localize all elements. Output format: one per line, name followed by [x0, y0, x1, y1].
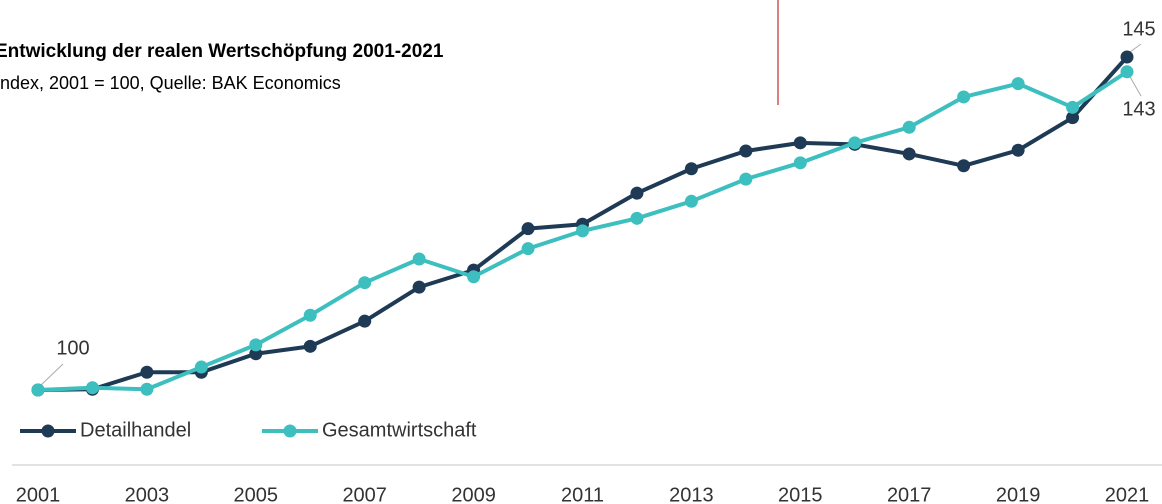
label-leader — [1129, 76, 1142, 97]
x-tick-label: 2001 — [16, 484, 61, 504]
data-point — [85, 381, 99, 395]
data-point — [303, 339, 317, 353]
data-point — [521, 242, 535, 256]
x-tick-label: 2005 — [234, 484, 279, 504]
x-tick-label: 2007 — [342, 484, 387, 504]
x-tick-label: 2019 — [996, 484, 1041, 504]
legend-label: Gesamtwirtschaft — [322, 419, 477, 441]
x-tick-label: 2011 — [561, 484, 604, 504]
data-point — [1120, 50, 1134, 64]
x-tick-label: 2015 — [778, 484, 823, 504]
data-point — [412, 280, 426, 294]
legend-marker — [41, 424, 55, 438]
data-point — [739, 144, 753, 158]
x-tick-label: 2017 — [887, 484, 932, 504]
data-point — [1066, 100, 1080, 114]
x-tick-label: 2003 — [125, 484, 170, 504]
x-tick-label: 2009 — [451, 484, 496, 504]
data-point — [739, 172, 753, 186]
data-point — [467, 270, 481, 284]
data-point — [902, 120, 916, 134]
chart-title: Entwicklung der realen Wertschöpfung 200… — [0, 41, 444, 62]
data-point — [140, 365, 154, 379]
data-point — [358, 314, 372, 328]
data-label: 143 — [1122, 98, 1155, 120]
data-point — [521, 222, 535, 236]
data-label: 145 — [1122, 18, 1155, 40]
data-label: 100 — [56, 337, 89, 359]
data-point — [684, 194, 698, 208]
data-point — [902, 147, 916, 161]
label-leader — [40, 363, 64, 386]
data-point — [1066, 111, 1080, 125]
data-point — [1011, 143, 1025, 157]
data-point — [793, 156, 807, 170]
data-point — [249, 338, 263, 352]
data-point — [194, 360, 208, 374]
data-point — [576, 224, 589, 238]
data-point — [303, 308, 317, 322]
data-point — [358, 276, 372, 290]
data-point — [630, 186, 644, 200]
data-point — [630, 211, 644, 225]
data-point — [793, 136, 807, 150]
data-point — [140, 382, 154, 396]
data-point — [957, 90, 971, 104]
data-point — [31, 383, 45, 397]
x-tick-label: 2021 — [1105, 484, 1150, 504]
data-point — [1011, 77, 1025, 91]
data-point — [249, 347, 263, 361]
label-leader — [1129, 43, 1142, 53]
data-point — [848, 136, 862, 150]
data-point — [684, 162, 698, 176]
data-point — [1120, 65, 1134, 79]
data-point — [957, 159, 971, 173]
chart-subtitle: Index, 2001 = 100, Quelle: BAK Economics — [0, 73, 341, 93]
legend-label: Detailhandel — [80, 419, 191, 441]
data-point — [412, 252, 426, 266]
x-tick-label: 2013 — [669, 484, 714, 504]
legend-marker — [283, 424, 297, 438]
